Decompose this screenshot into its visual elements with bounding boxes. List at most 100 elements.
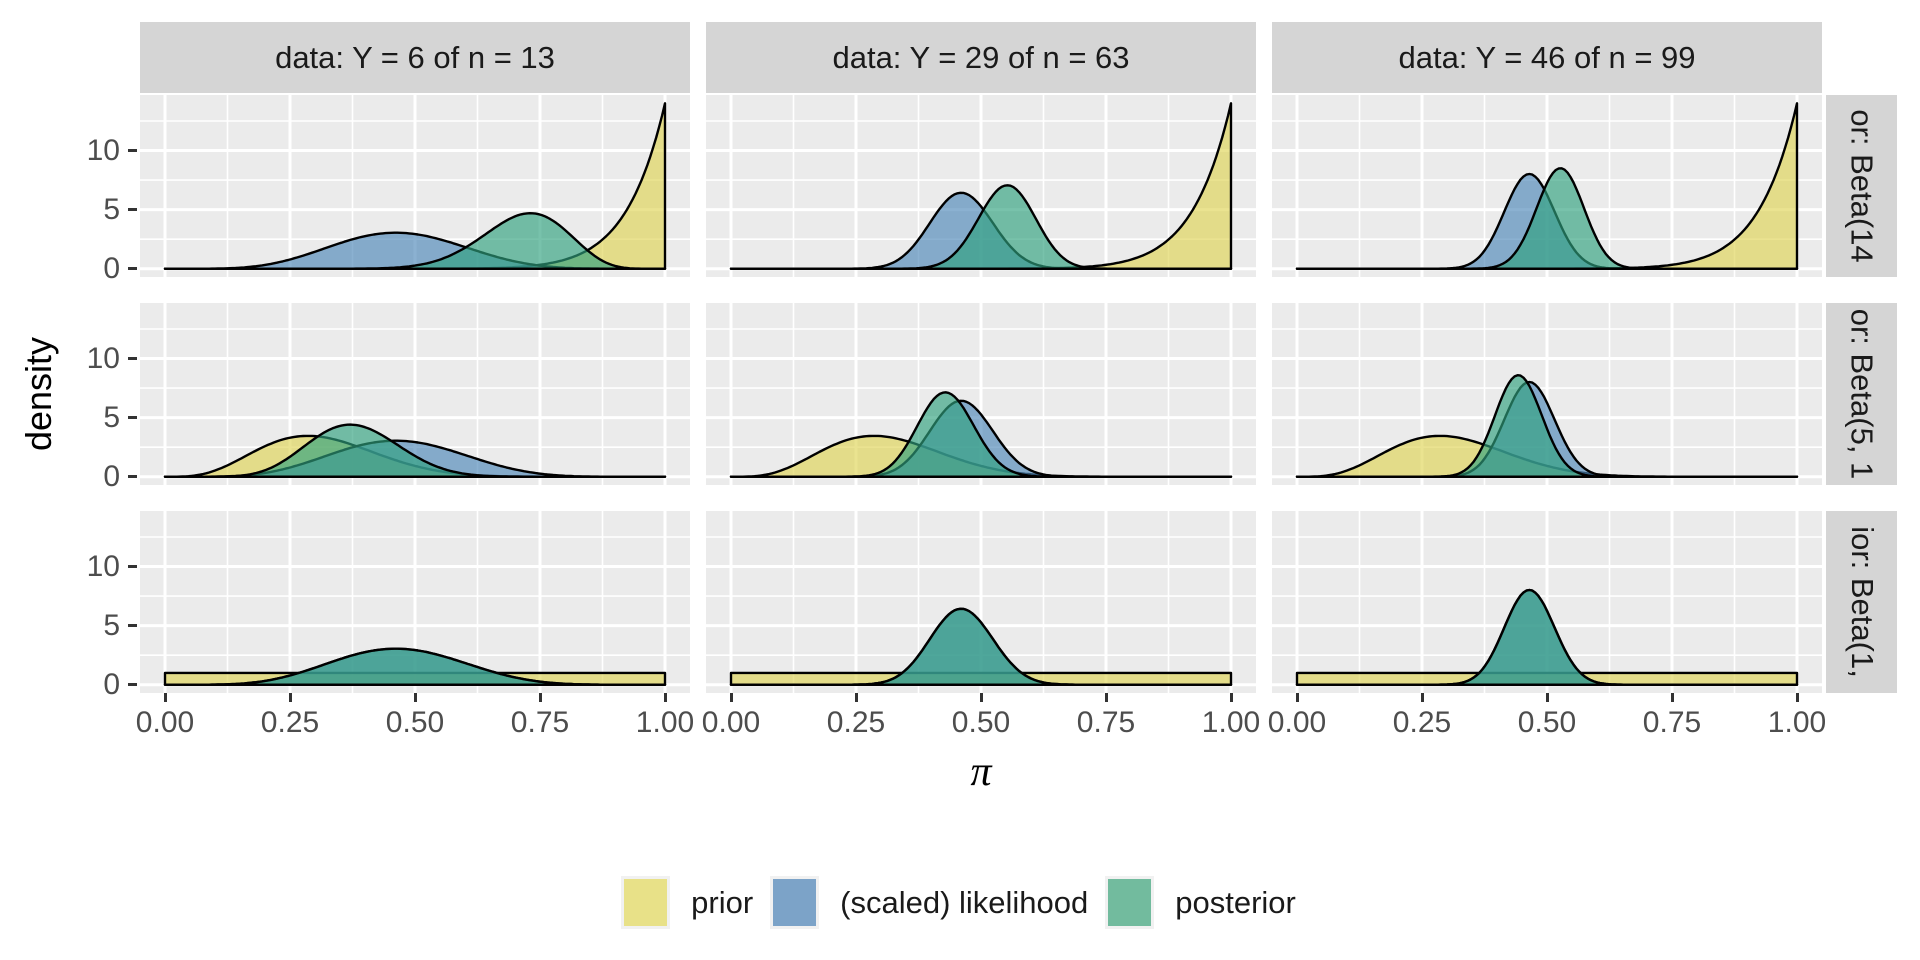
x-tick-label: 0.00 (135, 706, 195, 739)
y-tick-label: 0 (103, 667, 120, 701)
y-tick-mark (128, 416, 137, 420)
y-axis-title: density (8, 95, 70, 693)
density-plot-svg (1272, 303, 1822, 485)
legend-label-posterior: posterior (1175, 884, 1296, 920)
facet-row-strip-2: or: Beta(5, 1 (1826, 303, 1897, 485)
y-tick-mark (128, 149, 137, 153)
y-tick-label: 0 (103, 251, 120, 285)
facet-row-strip-1: or: Beta(14 (1826, 95, 1897, 277)
density-panel-r1c2 (706, 95, 1256, 277)
x-tick-mark (288, 693, 292, 702)
legend: prior (scaled) likelihood posterior (0, 879, 1920, 926)
posterior-curve (163, 647, 667, 686)
x-tick-mark (1670, 693, 1674, 702)
x-tick-mark (979, 693, 983, 702)
facet-row-label: ior: Beta(1, (1844, 526, 1880, 678)
legend-label-prior: prior (691, 884, 754, 920)
x-tick-label: 0.75 (510, 706, 570, 739)
y-tick-label: 10 (86, 549, 120, 583)
y-tick-label: 5 (103, 192, 120, 226)
density-panel-r2c2 (706, 303, 1256, 485)
y-tick-mark (128, 624, 137, 628)
density-panel-r3c2 (706, 511, 1256, 693)
x-tick-label: 0.50 (1517, 706, 1577, 739)
y-tick-label: 5 (103, 608, 120, 642)
density-panel-r2c1 (140, 303, 690, 485)
facet-column-strip-2: data: Y = 29 of n = 63 (706, 22, 1256, 93)
density-panel-r1c1 (140, 95, 690, 277)
legend-item-likelihood: (scaled) likelihood (773, 879, 1088, 926)
posterior-curve (729, 184, 1233, 270)
x-tick-mark (538, 693, 542, 702)
x-tick-mark (663, 693, 667, 702)
x-tick-label: 0.00 (1267, 706, 1327, 739)
x-tick-mark (1229, 693, 1233, 702)
facet-column-label: data: Y = 46 of n = 99 (1398, 39, 1696, 75)
x-tick-label: 0.75 (1642, 706, 1702, 739)
legend-swatch-prior (624, 879, 668, 926)
posterior-curve (1295, 167, 1799, 270)
density-panel-r1c3 (1272, 95, 1822, 277)
x-tick-label: 0.25 (260, 706, 320, 739)
legend-swatch-likelihood (773, 879, 817, 926)
density-plot-svg (706, 303, 1256, 485)
x-tick-mark (1545, 693, 1549, 702)
facet-column-label: data: Y = 29 of n = 63 (832, 39, 1130, 75)
y-tick-mark (128, 208, 137, 212)
x-tick-label: 0.25 (826, 706, 886, 739)
y-tick-label: 5 (103, 400, 120, 434)
x-tick-mark (163, 693, 167, 702)
facet-row-label: or: Beta(5, 1 (1844, 308, 1880, 480)
y-tick-mark (128, 475, 137, 479)
x-tick-label: 0.25 (1392, 706, 1452, 739)
x-tick-label: 1.00 (1767, 706, 1827, 739)
legend-swatch-posterior (1108, 879, 1152, 926)
facet-row-label: or: Beta(14 (1844, 109, 1880, 263)
density-plot-svg (1272, 95, 1822, 277)
density-panel-r3c3 (1272, 511, 1822, 693)
density-plot-svg (140, 511, 690, 693)
y-tick-mark (128, 267, 137, 271)
x-axis-title: π (140, 748, 1822, 796)
facet-column-strip-1: data: Y = 6 of n = 13 (140, 22, 690, 93)
density-plot-svg (706, 95, 1256, 277)
x-tick-label: 1.00 (635, 706, 695, 739)
x-tick-mark (1295, 693, 1299, 702)
x-tick-mark (1420, 693, 1424, 702)
posterior-curve (729, 607, 1233, 686)
x-tick-label: 0.50 (385, 706, 445, 739)
x-tick-label: 0.50 (951, 706, 1011, 739)
density-plot-svg (140, 303, 690, 485)
y-tick-label: 0 (103, 459, 120, 493)
y-tick-label: 10 (86, 341, 120, 375)
x-tick-mark (854, 693, 858, 702)
legend-item-posterior: posterior (1108, 879, 1296, 926)
y-tick-mark (128, 683, 137, 687)
density-plot-svg (1272, 511, 1822, 693)
posterior-curve (1295, 374, 1799, 478)
density-panel-r3c1 (140, 511, 690, 693)
x-tick-label: 1.00 (1201, 706, 1261, 739)
facet-row-strip-3: ior: Beta(1, (1826, 511, 1897, 693)
x-tick-label: 0.75 (1076, 706, 1136, 739)
density-panel-r2c3 (1272, 303, 1822, 485)
facet-column-label: data: Y = 6 of n = 13 (275, 39, 555, 75)
x-tick-mark (413, 693, 417, 702)
x-tick-mark (1104, 693, 1108, 702)
facet-column-strip-3: data: Y = 46 of n = 99 (1272, 22, 1822, 93)
y-tick-label: 10 (86, 133, 120, 167)
posterior-curve (1295, 588, 1799, 686)
legend-label-likelihood: (scaled) likelihood (840, 884, 1089, 920)
posterior-curve (163, 423, 667, 478)
x-tick-mark (1795, 693, 1799, 702)
posterior-curve (163, 212, 667, 270)
y-tick-mark (128, 565, 137, 569)
x-tick-label: 0.00 (701, 706, 761, 739)
legend-item-prior: prior (624, 879, 753, 926)
y-tick-mark (128, 357, 137, 361)
density-plot-svg (706, 511, 1256, 693)
density-plot-svg (140, 95, 690, 277)
x-tick-mark (729, 693, 733, 702)
x-axis-title-text: π (970, 749, 992, 795)
